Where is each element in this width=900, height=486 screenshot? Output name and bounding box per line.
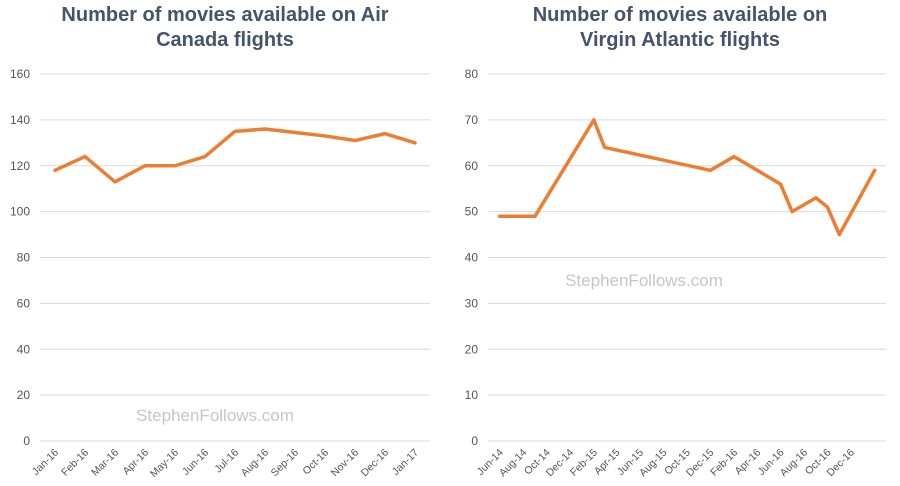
y-tick-label: 140 <box>10 113 30 127</box>
data-point <box>323 134 327 138</box>
data-point <box>790 210 794 214</box>
chart-title-line-1: Number of movies available on Air <box>61 4 388 26</box>
x-tick-label: Jul-16 <box>212 447 241 476</box>
x-tick-label: Feb-16 <box>708 447 740 479</box>
data-point <box>53 168 57 172</box>
y-tick-label: 60 <box>17 296 31 310</box>
y-tick-label: 40 <box>17 342 31 356</box>
x-tick-label: Aug-16 <box>239 447 272 480</box>
data-point <box>173 164 177 168</box>
series-line <box>53 127 417 184</box>
x-tick-label: Nov-16 <box>329 447 362 480</box>
data-point <box>383 132 387 136</box>
data-point <box>83 154 87 159</box>
data-point <box>873 168 877 172</box>
data-point <box>113 180 117 184</box>
data-point <box>825 205 830 209</box>
y-tick-label: 0 <box>471 434 478 448</box>
x-tick-label: Jun-16 <box>180 447 211 478</box>
data-point <box>498 214 502 218</box>
data-point <box>814 196 818 200</box>
x-tick-label: May-16 <box>148 447 181 480</box>
y-tick-label: 80 <box>17 251 31 265</box>
chart-title-line-2: Virgin Atlantic flights <box>580 29 780 51</box>
data-point <box>592 118 596 122</box>
data-point <box>293 130 297 135</box>
data-point <box>353 138 357 143</box>
y-tick-label: 0 <box>23 434 30 448</box>
data-point <box>708 168 712 172</box>
y-tick-label: 60 <box>465 159 479 173</box>
x-tick-label: Dec-16 <box>359 447 392 480</box>
y-tick-label: 100 <box>10 205 30 219</box>
data-point <box>837 232 841 237</box>
x-tick-label: Feb-15 <box>568 447 600 479</box>
data-point <box>778 182 783 186</box>
y-tick-label: 160 <box>10 67 30 81</box>
y-tick-label: 70 <box>465 113 479 127</box>
y-tick-label: 30 <box>465 296 479 310</box>
y-tick-label: 80 <box>465 67 479 81</box>
x-tick-label: Mar-16 <box>89 447 121 479</box>
data-point <box>533 214 537 218</box>
x-tick-label: Jan-17 <box>390 447 421 478</box>
air-canada-chart: Number of movies available on Air Canada… <box>10 4 430 480</box>
y-tick-label: 50 <box>465 205 479 219</box>
data-point <box>602 145 607 149</box>
data-point <box>413 141 417 145</box>
chart-title-line-2: Canada flights <box>156 29 294 51</box>
series-line <box>497 118 877 237</box>
data-point <box>203 154 207 159</box>
x-tick-label: Feb-16 <box>59 447 91 479</box>
data-point <box>143 164 147 168</box>
chart-title-line-1: Number of movies available on <box>533 4 828 26</box>
y-tick-label: 120 <box>10 159 30 173</box>
y-tick-label: 40 <box>465 251 479 265</box>
y-tick-label: 20 <box>17 388 31 402</box>
x-tick-label: Apr-16 <box>120 447 151 478</box>
y-tick-label: 20 <box>465 342 479 356</box>
x-tick-label: Oct-16 <box>300 447 331 478</box>
virgin-atlantic-chart: Number of movies available on Virgin Atl… <box>465 4 886 479</box>
data-point <box>732 154 736 159</box>
data-point <box>521 214 525 218</box>
watermark: StephenFollows.com <box>565 271 723 290</box>
x-tick-label: Jan-16 <box>30 447 61 478</box>
data-point <box>263 127 267 131</box>
y-tick-label: 10 <box>465 388 479 402</box>
x-tick-label: Sep-16 <box>269 447 302 480</box>
data-point <box>233 129 237 133</box>
watermark: StephenFollows.com <box>136 406 294 425</box>
